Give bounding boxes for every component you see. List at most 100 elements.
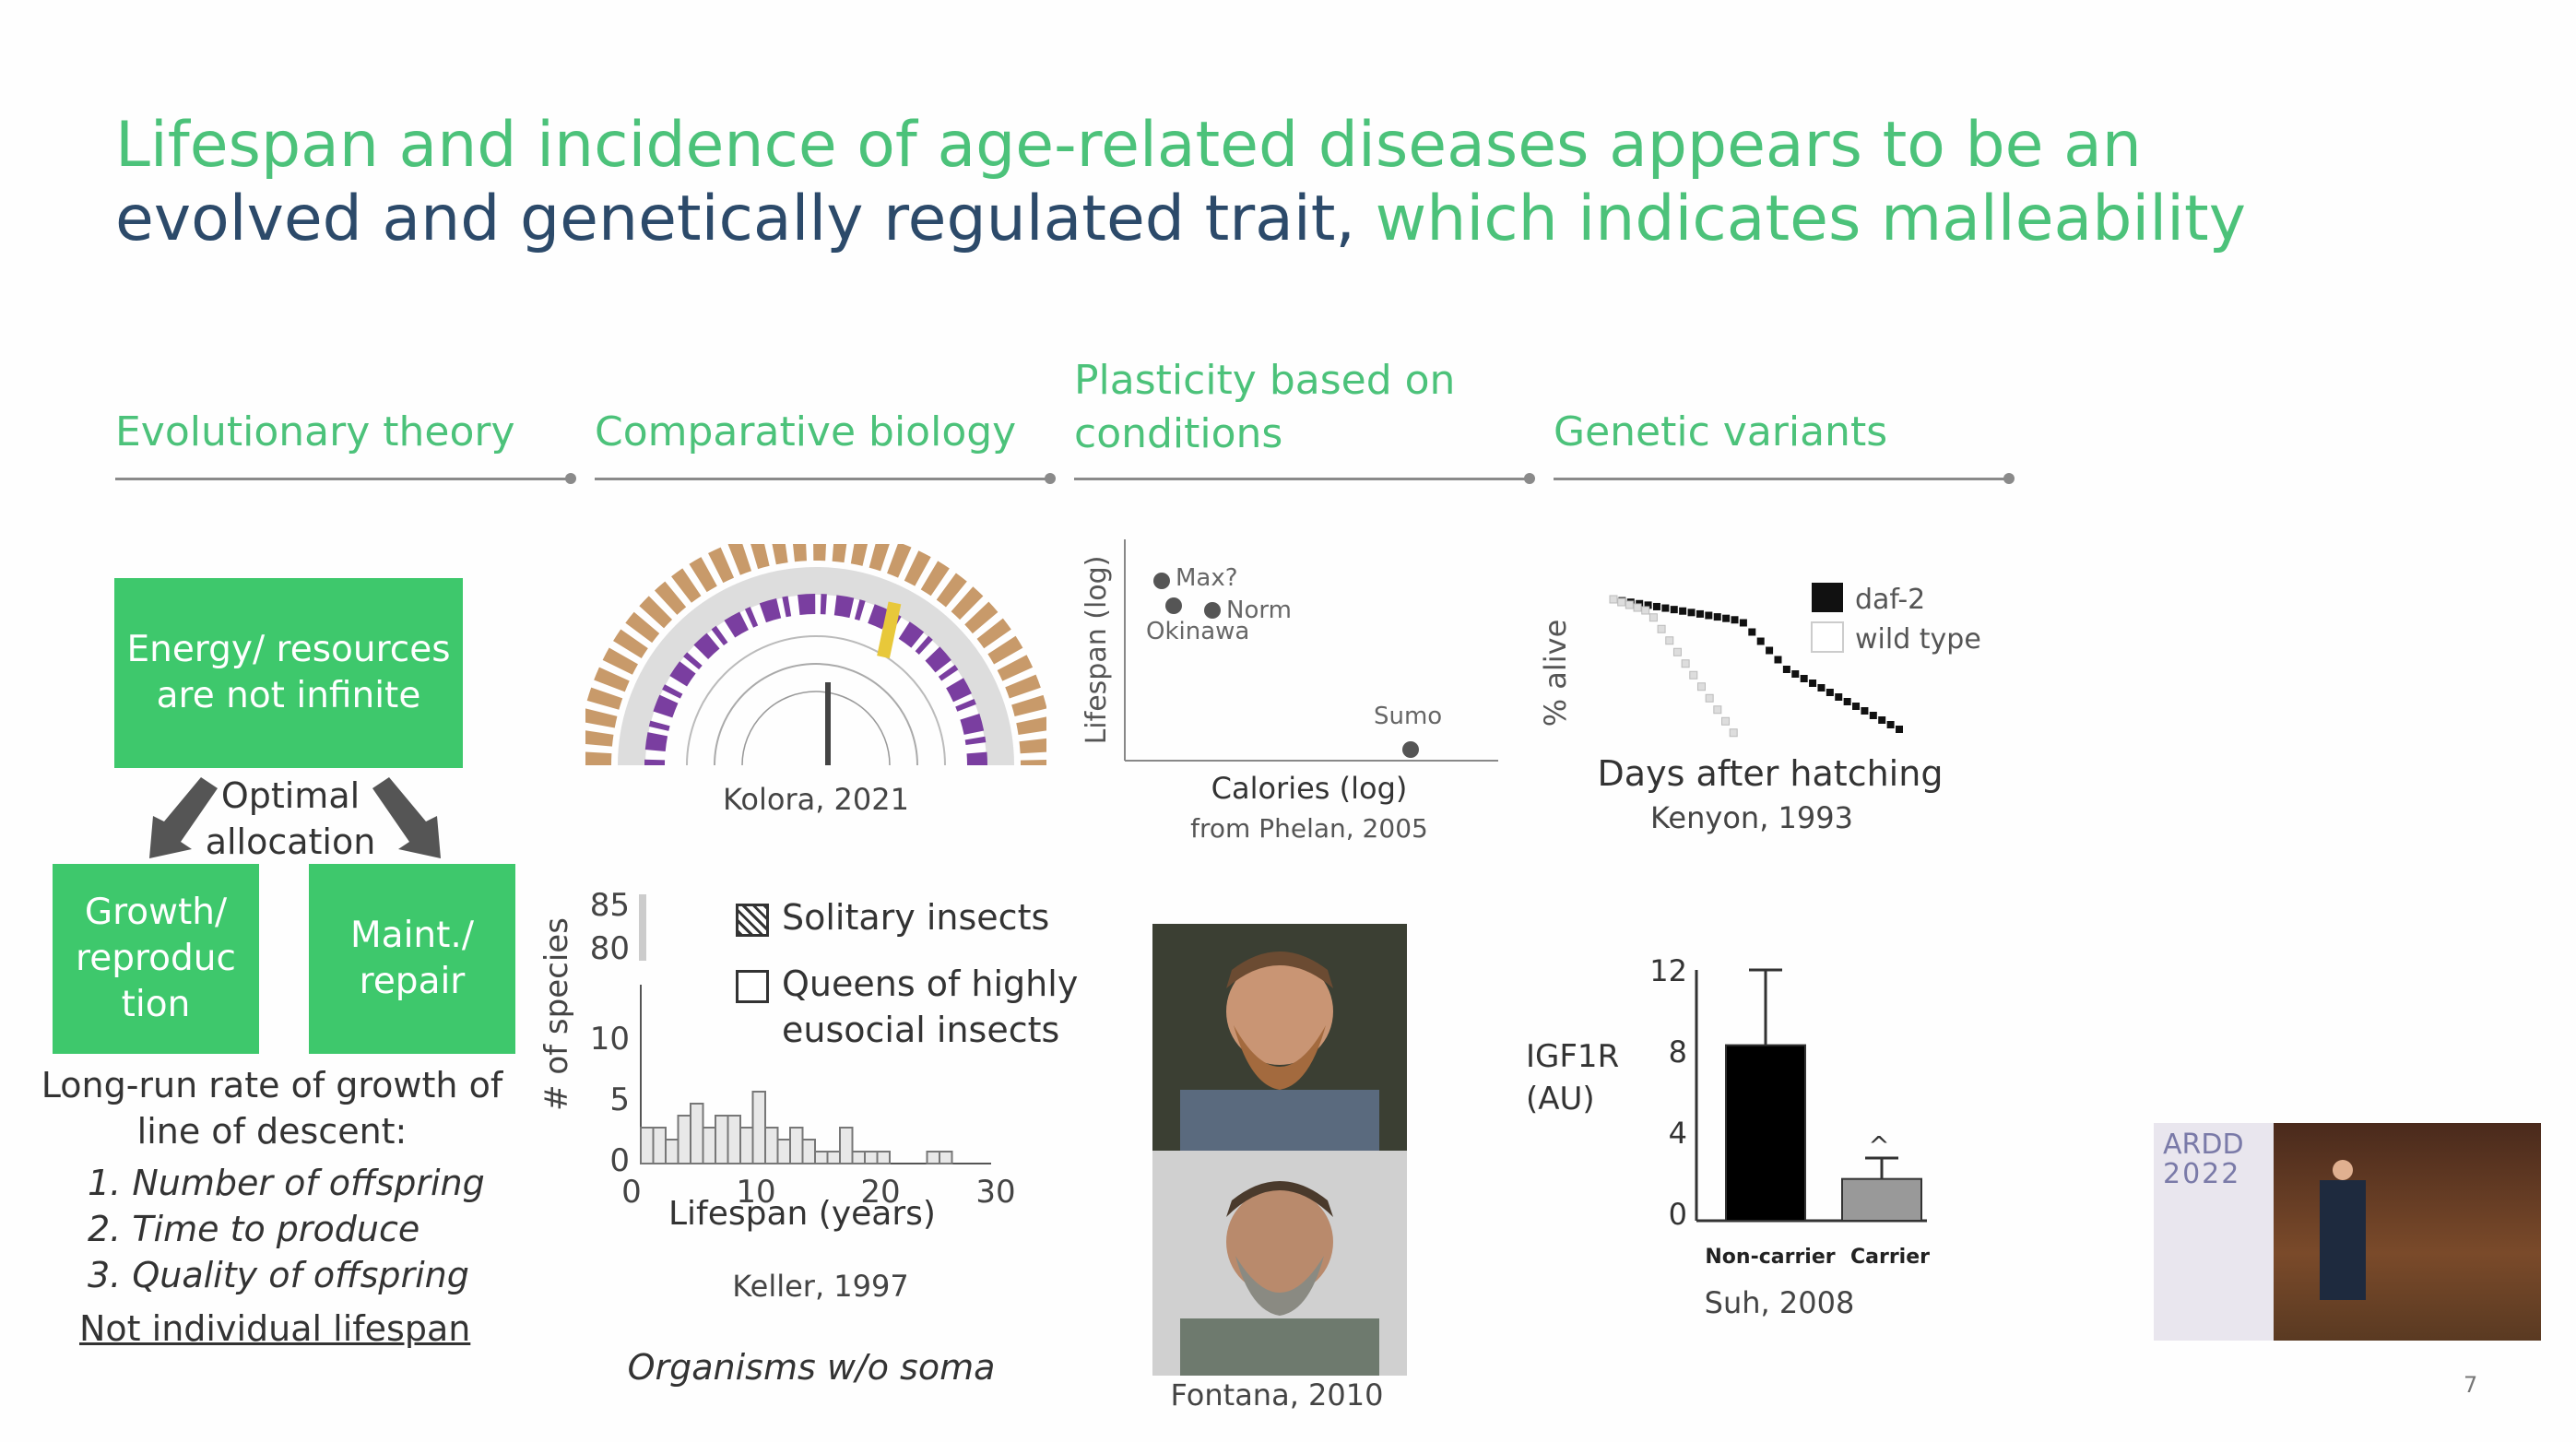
wild-type-point [1625, 600, 1634, 609]
survival-xlabel: Days after hatching [1597, 753, 1944, 794]
histogram-bar [665, 1139, 679, 1164]
ardd-logo-line2: 2022 [2163, 1158, 2241, 1190]
xtick-0: 0 [621, 1174, 642, 1211]
histogram-bar [702, 1127, 716, 1164]
scatter-xlabel: Calories (log) [1211, 771, 1408, 806]
speaker-body [2320, 1180, 2366, 1300]
col-plasticity-rule [1074, 473, 1535, 484]
histogram-bar [851, 1151, 866, 1164]
point-max-label: Max? [1176, 564, 1238, 592]
xtick-20: 20 [860, 1174, 900, 1211]
histogram-bar [826, 1151, 841, 1164]
daf2-point [1705, 611, 1713, 620]
wild-type-point [1672, 647, 1682, 656]
ardd-logo-line1: ARDD [2163, 1129, 2244, 1161]
daf2-point [1878, 716, 1886, 724]
category-carrier: Carrier [1850, 1246, 1930, 1269]
wild-type-point [1689, 670, 1698, 680]
histogram-bar [640, 1127, 655, 1164]
igf1r-label: IGF1R (AU) [1526, 1038, 1620, 1117]
histogram-bar [764, 1127, 779, 1164]
axis-break-top [639, 894, 646, 961]
histogram-yticks: 85 80 10 5 0 [590, 887, 630, 1179]
daf2-point [1739, 619, 1747, 627]
speaker-head [2333, 1160, 2353, 1180]
wild-type-point [1665, 636, 1674, 645]
histogram-bar [739, 1127, 754, 1164]
fontana-caption: Fontana, 2010 [1170, 1377, 1384, 1412]
legend-daf2-swatch [1812, 583, 1843, 612]
ytick-10: 10 [590, 1021, 630, 1058]
legend-daf2-label: daf-2 [1855, 584, 1925, 616]
bar-non-carrier [1725, 1044, 1806, 1222]
point-okinawa [1165, 597, 1182, 614]
histogram-bar [939, 1151, 953, 1164]
histogram-bar [652, 1127, 667, 1164]
wild-type-point [1609, 595, 1618, 604]
histogram-bar [814, 1151, 829, 1164]
histogram-xlabel: Lifespan (years) [668, 1195, 936, 1233]
speaker-video[interactable]: ARDD 2022 [2154, 1123, 2541, 1341]
igf1r-bar-chart: 12 8 4 0 ^ Non-carrier Carrier [1649, 953, 1930, 1269]
wild-type-curve [1609, 595, 1738, 738]
bar-carrier [1841, 1177, 1922, 1223]
histogram-bar [839, 1127, 854, 1164]
wild-type-point [1681, 659, 1690, 668]
growth-box: Growth/ reproduc tion [53, 864, 259, 1054]
survival-curve: % alive daf-2 wild type [1538, 583, 1981, 738]
daf2-point [1826, 689, 1834, 696]
offspring-item-1: 1. Number of offspring [88, 1163, 485, 1203]
video-stage [2274, 1123, 2541, 1341]
histogram-bar [677, 1115, 691, 1164]
not-individual-text: Not individual lifespan [79, 1308, 471, 1349]
histogram-bars [640, 1091, 953, 1164]
organisms-note: Organisms w/o soma [627, 1347, 996, 1388]
optimal-allocation-label: Optimal allocation [205, 775, 376, 862]
daf2-point [1852, 703, 1861, 710]
xtick-10: 10 [736, 1174, 775, 1211]
daf2-point [1644, 601, 1652, 609]
title-green-text: which indicates malleability [1355, 183, 2246, 255]
col-genetic-rule [1554, 473, 2015, 484]
ytick-12: 12 [1649, 953, 1687, 988]
survival-ylabel: % alive [1538, 620, 1573, 727]
ytick-4: 4 [1669, 1116, 1687, 1151]
title-dark-text: evolved and genetically regulated trait, [115, 183, 1356, 255]
point-sumo-label: Sumo [1374, 703, 1442, 730]
wild-type-point [1657, 624, 1666, 633]
daf2-point [1748, 628, 1756, 636]
histogram-xticks: 0 10 20 30 [621, 1174, 1015, 1211]
title-line-1: Lifespan and incidence of age-related di… [115, 109, 2142, 182]
daf2-point [1696, 609, 1704, 618]
daf2-point [1756, 637, 1765, 645]
daf2-point [1869, 712, 1877, 719]
point-norm-label: Norm [1226, 597, 1292, 624]
daf2-point [1800, 675, 1808, 682]
daf2-point [1791, 670, 1800, 678]
ytick-80: 80 [590, 930, 630, 967]
lifespan-histogram: # of species 85 80 10 5 0 0 10 20 30 [538, 887, 1016, 1211]
ytick-0: 0 [1669, 1197, 1687, 1232]
wild-type-point [1705, 693, 1714, 703]
category-non-carrier: Non-carrier [1705, 1246, 1835, 1269]
page-number: 7 [2464, 1372, 2478, 1398]
energy-box: Energy/ resources are not infinite [114, 578, 463, 768]
researcher-photos [1152, 924, 1407, 1376]
histogram-bar [751, 1091, 766, 1164]
histogram-bar [801, 1139, 816, 1164]
kolora-caption: Kolora, 2021 [723, 782, 909, 817]
daf2-point [1861, 707, 1869, 715]
wild-type-point [1713, 705, 1722, 715]
daf2-point [1670, 606, 1678, 614]
histogram-bar [727, 1115, 741, 1164]
histogram-ylabel: # of species [538, 917, 575, 1111]
daf2-point [1835, 693, 1843, 701]
legend-solitary-swatch [736, 904, 769, 937]
offspring-item-2: 2. Time to produce [88, 1209, 420, 1249]
bar-marker: ^ [1868, 1130, 1889, 1161]
calories-scatter: Lifespan (log) Max? Okinawa Norm Sumo [1081, 539, 1498, 762]
wild-type-point [1617, 597, 1626, 607]
phylogenetic-tree-image [585, 544, 1046, 766]
legend-solitary-label: Solitary insects [782, 897, 1050, 938]
slide-title: Lifespan and incidence of age-related di… [115, 109, 2420, 256]
